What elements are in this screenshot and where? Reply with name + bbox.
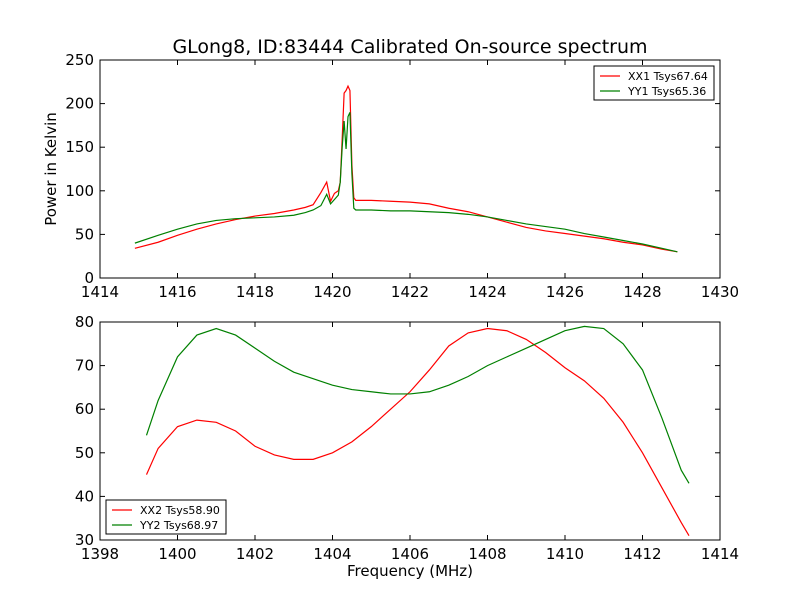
- upper-spectrum-panel: 1414 1416 1418 1420 1422 1424 1426 1428 1430 0 50 1…: [42, 51, 739, 301]
- x-tick-label: 1428: [623, 283, 661, 301]
- legend-box: [593, 65, 715, 101]
- x-tick-label: 1404: [313, 545, 351, 563]
- legend-box: [105, 499, 227, 535]
- y-tick-label: 50: [75, 444, 94, 462]
- y-tick-label: 100: [65, 182, 94, 200]
- legend-entry-label: YY2 Tsys68.97: [139, 519, 218, 532]
- y-axis-label: Power in Kelvin: [42, 112, 60, 226]
- legend: XX1 Tsys67.64 YY1 Tsys65.36: [593, 65, 715, 101]
- legend-entry-label: XX1 Tsys67.64: [628, 70, 708, 83]
- x-tick-label: 1420: [313, 283, 351, 301]
- x-tick-label: 1408: [468, 545, 506, 563]
- y-tick-label: 80: [75, 313, 94, 331]
- series-line-xx: [134, 84, 678, 253]
- x-tick-label: 1418: [236, 283, 274, 301]
- y-tick-label: 200: [65, 95, 94, 113]
- y-tick-label: 30: [75, 531, 94, 549]
- y-tick-label: 150: [65, 138, 94, 156]
- x-tick-label: 1422: [391, 283, 429, 301]
- lower-spectrum-panel: 1398 1400 1402 1404 1406 1408 1410 1412 1414 30 40…: [75, 313, 739, 580]
- figure-title: GLong8, ID:83444 Calibrated On-source sp…: [172, 36, 647, 58]
- legend: XX2 Tsys58.90 YY2 Tsys68.97: [105, 499, 227, 535]
- y-tick-label: 250: [65, 51, 94, 69]
- legend-entry-label: XX2 Tsys58.90: [140, 504, 220, 517]
- x-tick-label: 1406: [391, 545, 429, 563]
- x-tick-label: 1416: [158, 283, 196, 301]
- x-axis-label: Frequency (MHz): [347, 562, 473, 580]
- x-tick-label: 1424: [468, 283, 506, 301]
- x-tick-label: 1400: [158, 545, 196, 563]
- x-tick-label: 1398: [81, 545, 119, 563]
- legend-entry-label: YY1 Tsys65.36: [627, 85, 706, 98]
- series-line-xx: [145, 327, 690, 536]
- x-tick-label: 1402: [236, 545, 274, 563]
- x-tick-label: 1414: [81, 283, 119, 301]
- series-line-yy: [145, 325, 690, 484]
- x-tick-label: 1414: [701, 545, 739, 563]
- y-tick-label: 60: [75, 400, 94, 418]
- y-tick-label: 40: [75, 487, 94, 505]
- x-tick-label: 1410: [546, 545, 584, 563]
- y-tick-label: 70: [75, 357, 94, 375]
- y-tick-label: 50: [75, 225, 94, 243]
- x-tick-label: 1430: [701, 283, 739, 301]
- series-line-yy: [134, 112, 678, 253]
- x-tick-label: 1412: [623, 545, 661, 563]
- x-tick-label: 1426: [546, 283, 584, 301]
- y-tick-label: 0: [84, 269, 94, 287]
